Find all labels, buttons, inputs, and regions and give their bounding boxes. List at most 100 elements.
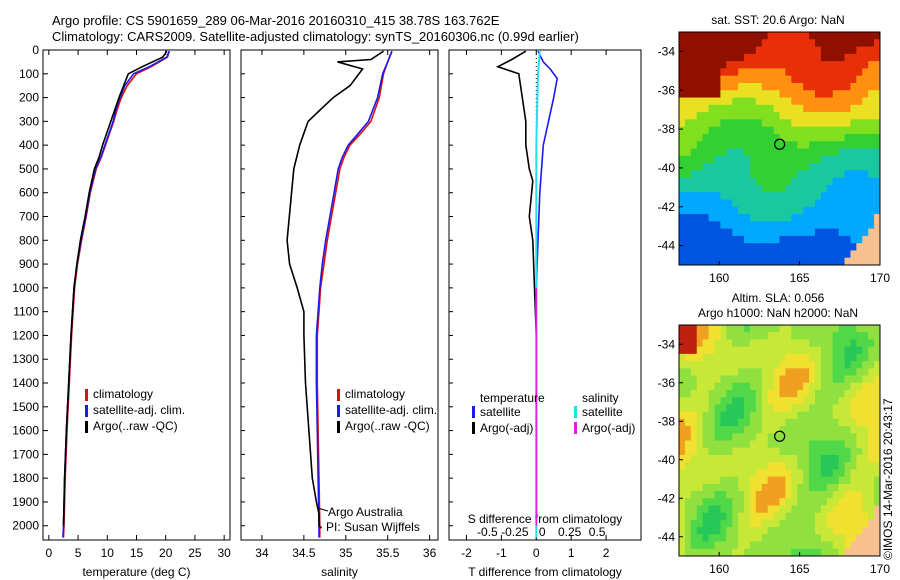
map-cell (679, 228, 686, 237)
map-cell (785, 163, 792, 171)
map-cell (856, 148, 863, 157)
map-cell (785, 404, 792, 413)
map-cell (720, 82, 727, 91)
map-cell (779, 512, 786, 521)
map-cell (856, 512, 863, 521)
map-cell (696, 534, 704, 542)
map-cell (797, 483, 804, 492)
map-cell (814, 39, 822, 47)
map-cell (761, 177, 769, 186)
map-cell (838, 368, 845, 376)
map-cell (696, 426, 704, 434)
map-cell (844, 68, 851, 77)
map-cell (856, 163, 863, 171)
x-tick-label: 10 (101, 546, 115, 560)
map-cell (826, 498, 834, 506)
map-cell (814, 353, 822, 362)
map-cell (779, 375, 786, 384)
map-cell (749, 141, 757, 149)
map-cell (809, 97, 816, 106)
map-cell (714, 82, 721, 91)
map-cell (862, 61, 869, 69)
map-cell (832, 257, 840, 266)
map-cell (797, 243, 804, 251)
map-cell (797, 527, 804, 535)
map-cell (779, 339, 786, 348)
map-cell (755, 53, 763, 62)
map-cell (785, 119, 792, 128)
map-cell (814, 541, 822, 550)
map-cell (708, 353, 715, 362)
map-cell (814, 192, 822, 200)
map-cell (844, 476, 851, 485)
map-cell (785, 177, 792, 186)
map-cell (732, 339, 739, 348)
map-cell (767, 148, 774, 157)
map-cell (779, 214, 786, 222)
map-cell (862, 68, 869, 77)
map-cell (791, 82, 798, 91)
map-cell (708, 170, 715, 179)
map-cell (761, 155, 769, 164)
map-cell (684, 346, 692, 355)
map-cell (773, 126, 780, 135)
map-cell (773, 170, 780, 179)
map-cell (832, 214, 840, 222)
map-cell (773, 469, 780, 477)
map-cell (761, 32, 769, 40)
map-cell (862, 353, 869, 362)
map-cell (732, 199, 739, 208)
map-cell (850, 418, 857, 427)
map-cell (797, 361, 804, 369)
map-cell (826, 32, 834, 40)
map-cell (720, 177, 727, 186)
map-cell (702, 382, 709, 391)
map-cell (791, 541, 798, 550)
map-cell (844, 346, 851, 355)
map-cell (785, 228, 792, 237)
map-cell (744, 483, 751, 492)
map-cell (696, 339, 704, 348)
map-cell (679, 382, 686, 391)
map-cell (702, 170, 709, 179)
map-cell (785, 476, 792, 485)
map-cell (874, 46, 881, 55)
map-cell (826, 353, 834, 362)
map-cell (738, 440, 745, 449)
map-cell (832, 97, 840, 106)
map-cell (838, 332, 845, 340)
map-cell (744, 163, 751, 171)
map-cell (684, 491, 692, 499)
x-tick-label: 30 (217, 546, 231, 560)
map-cell (755, 433, 763, 441)
map-cell (785, 375, 792, 384)
map-cell (838, 512, 845, 521)
map-cell (820, 46, 828, 55)
map-cell (684, 433, 692, 441)
map-cell (791, 199, 798, 208)
map-cell (809, 368, 816, 376)
map-cell (738, 53, 745, 62)
map-cell (832, 505, 840, 514)
map-cell (791, 418, 798, 427)
map-cell (714, 519, 721, 528)
map-cell (820, 368, 828, 376)
map-cell (696, 163, 704, 171)
map-cell (803, 548, 810, 557)
map-cell (809, 112, 816, 120)
map-cell (726, 454, 733, 463)
map-cell (773, 454, 780, 463)
map-cell (755, 148, 763, 157)
y-tick-label: 1700 (12, 447, 39, 461)
map-cell (850, 512, 857, 521)
map-cell (814, 339, 822, 348)
map-cell (856, 404, 863, 413)
map-cell (755, 397, 763, 405)
map-cell (744, 491, 751, 499)
map-cell (850, 184, 857, 193)
map-cell (779, 332, 786, 340)
map-cell (714, 221, 721, 229)
map-cell (744, 519, 751, 528)
map-cell (773, 491, 780, 499)
map-cell (708, 163, 715, 171)
